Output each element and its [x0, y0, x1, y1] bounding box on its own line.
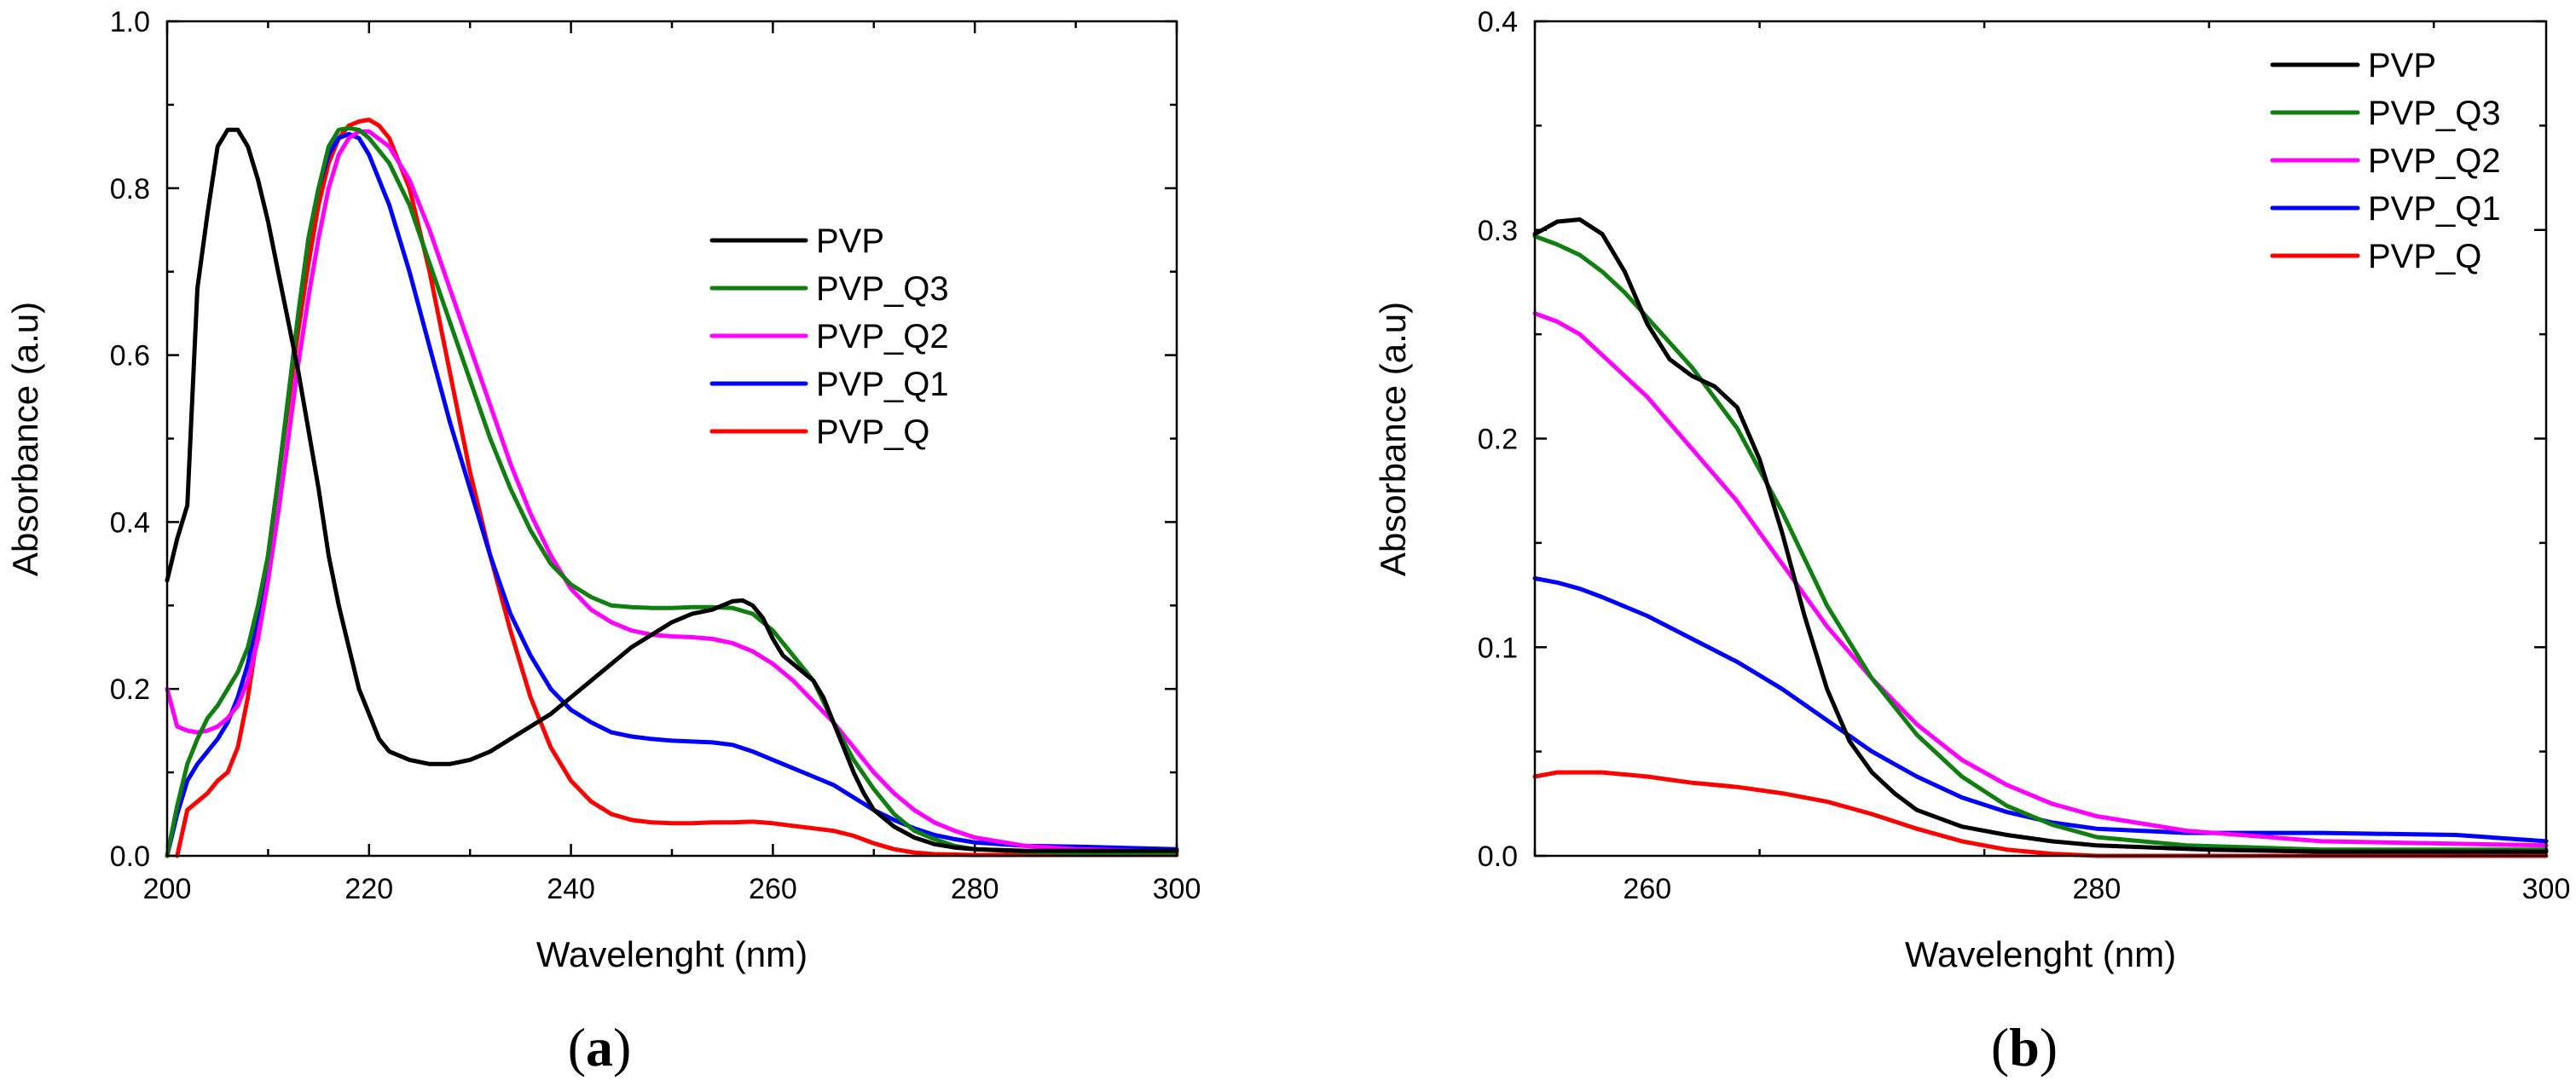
y-axis-title-b: Absorbance (a.u) — [1373, 302, 1413, 576]
legend-label: PVP — [816, 222, 884, 260]
y-tick-label: 0.0 — [1478, 840, 1518, 873]
series-line-pvp-q2 — [1532, 311, 2549, 848]
x-tick-label: 260 — [1623, 873, 1671, 905]
y-axis-title-a: Absorbance (a.u) — [5, 302, 45, 576]
legend-label: PVP_Q1 — [2368, 190, 2501, 228]
series-line-pvp-q3 — [165, 125, 1179, 858]
legend-label: PVP — [2368, 47, 2436, 84]
series-line-pvp — [1532, 217, 2549, 854]
legend-label: PVP_Q — [816, 413, 929, 451]
y-tick-label: 0.3 — [1478, 215, 1518, 247]
x-tick-label: 300 — [1153, 873, 1201, 905]
chart-panel-a: 200 220 240 260 280 300 0.0 0.2 0.4 0.6 0.8 1.0 Wav… — [5, 6, 1201, 1077]
series-line-pvp-q1 — [1532, 576, 2549, 844]
y-tick-label: 0.1 — [1478, 632, 1518, 664]
series-line-pvp-q — [1532, 770, 2549, 858]
x-axis-title-b: Wavelenght (nm) — [1905, 934, 2176, 974]
series-line-pvp-q1 — [165, 131, 1179, 858]
chart-panel-b: 260 280 300 0.0 0.1 0.2 0.3 0.4 Wavelenght (nm)… — [1373, 6, 2570, 1077]
x-tick-label: 200 — [143, 873, 192, 905]
series-line-pvp-q — [175, 118, 1179, 858]
plot-frame-b — [1533, 20, 2548, 858]
legend-label: PVP_Q — [2368, 238, 2481, 275]
y-tick-label: 0.8 — [110, 173, 150, 205]
legend-label: PVP_Q2 — [816, 318, 949, 355]
legend-label: PVP_Q2 — [2368, 142, 2501, 180]
series-line-pvp-q3 — [1532, 234, 2549, 852]
y-tick-label: 0.0 — [110, 840, 150, 873]
series-line-pvp — [165, 127, 1179, 853]
x-tick-label: 280 — [951, 873, 999, 905]
x-tick-label: 300 — [2522, 873, 2571, 905]
legend-a: PVP PVP_Q3 PVP_Q2 PVP_Q1 PVP_Q — [709, 222, 949, 451]
x-tick-label: 260 — [749, 873, 797, 905]
y-tick-label: 0.6 — [110, 340, 150, 373]
y-tick-label: 0.2 — [110, 673, 150, 706]
x-axis-title-a: Wavelenght (nm) — [536, 934, 808, 974]
legend-label: PVP_Q3 — [816, 270, 949, 308]
legend-label: PVP_Q1 — [816, 366, 949, 403]
x-tick-label: 240 — [547, 873, 595, 905]
legend-b: PVP PVP_Q3 PVP_Q2 PVP_Q1 PVP_Q — [2270, 47, 2501, 275]
x-tick-label: 280 — [2073, 873, 2122, 905]
series-line-pvp-q2 — [165, 129, 1179, 854]
y-tick-label: 0.4 — [1478, 6, 1518, 38]
y-tick-label: 0.2 — [1478, 424, 1518, 456]
y-tick-label: 1.0 — [110, 6, 150, 38]
panel-label-b: (b) — [1991, 1017, 2058, 1077]
x-tick-label: 220 — [344, 873, 393, 905]
plot-frame-a — [165, 20, 1178, 858]
panel-label-a: (a) — [568, 1017, 632, 1077]
y-tick-label: 0.4 — [110, 506, 150, 539]
legend-label: PVP_Q3 — [2368, 95, 2501, 132]
